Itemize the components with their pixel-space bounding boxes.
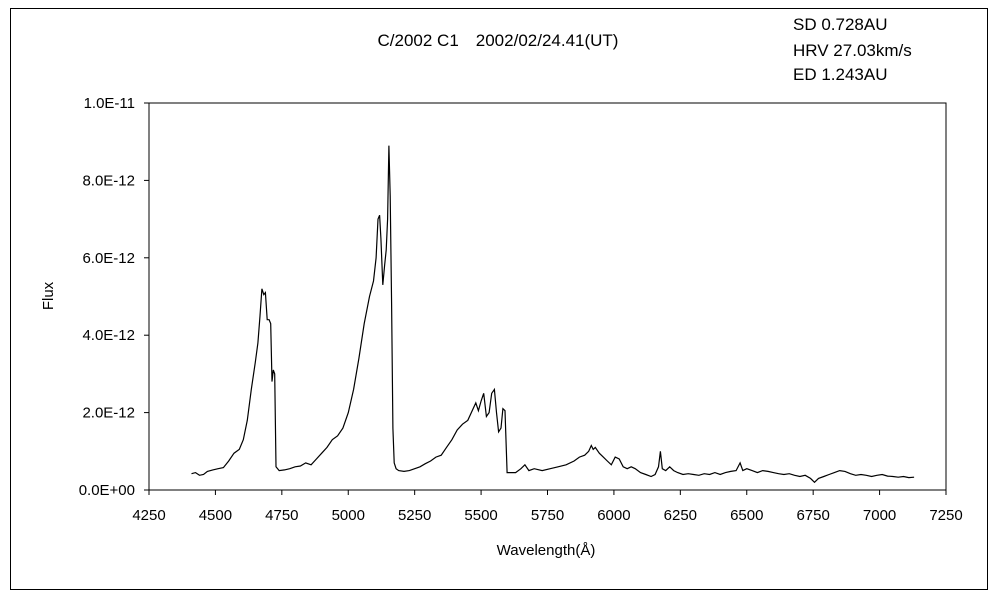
x-tick-label: 7250 [929,507,962,524]
x-tick-label: 4250 [132,507,165,524]
chart-title: C/2002 C1 2002/02/24.41(UT) [378,31,619,50]
x-tick-label: 6250 [664,507,697,524]
info-line-sd: SD 0.728AU [793,15,888,34]
info-line-ed: ED 1.243AU [793,65,888,84]
x-tick-label: 7000 [863,507,896,524]
y-tick-label: 1.0E-11 [84,95,135,112]
y-tick-label: 4.0E-12 [82,327,135,344]
x-tick-label: 5500 [464,507,497,524]
x-tick-label: 6500 [730,507,763,524]
y-tick-label: 2.0E-12 [82,405,135,422]
y-tick-label: 8.0E-12 [82,172,135,189]
x-axis-label: Wavelength(Å) [497,542,596,559]
y-tick-label: 0.0E+00 [79,482,135,499]
y-axis-label: Flux [40,281,57,310]
spectrum-series-line [191,145,915,484]
x-tick-label: 5250 [398,507,431,524]
x-tick-label: 5000 [332,507,365,524]
x-axis: 4250 4500 4750 5000 5250 5500 5750 6000 6250 6500… [132,490,963,524]
x-tick-label: 6750 [796,507,829,524]
y-tick-label: 6.0E-12 [82,250,135,267]
y-axis: 0.0E+00 2.0E-12 4.0E-12 6.0E-12 8.0E-12 1.0E-… [79,95,149,499]
x-tick-label: 6000 [597,507,630,524]
x-tick-label: 4500 [199,507,232,524]
plot-area [148,102,947,491]
info-line-hrv: HRV 27.03km/s [793,41,912,60]
x-tick-label: 4750 [265,507,298,524]
x-tick-label: 5750 [531,507,564,524]
